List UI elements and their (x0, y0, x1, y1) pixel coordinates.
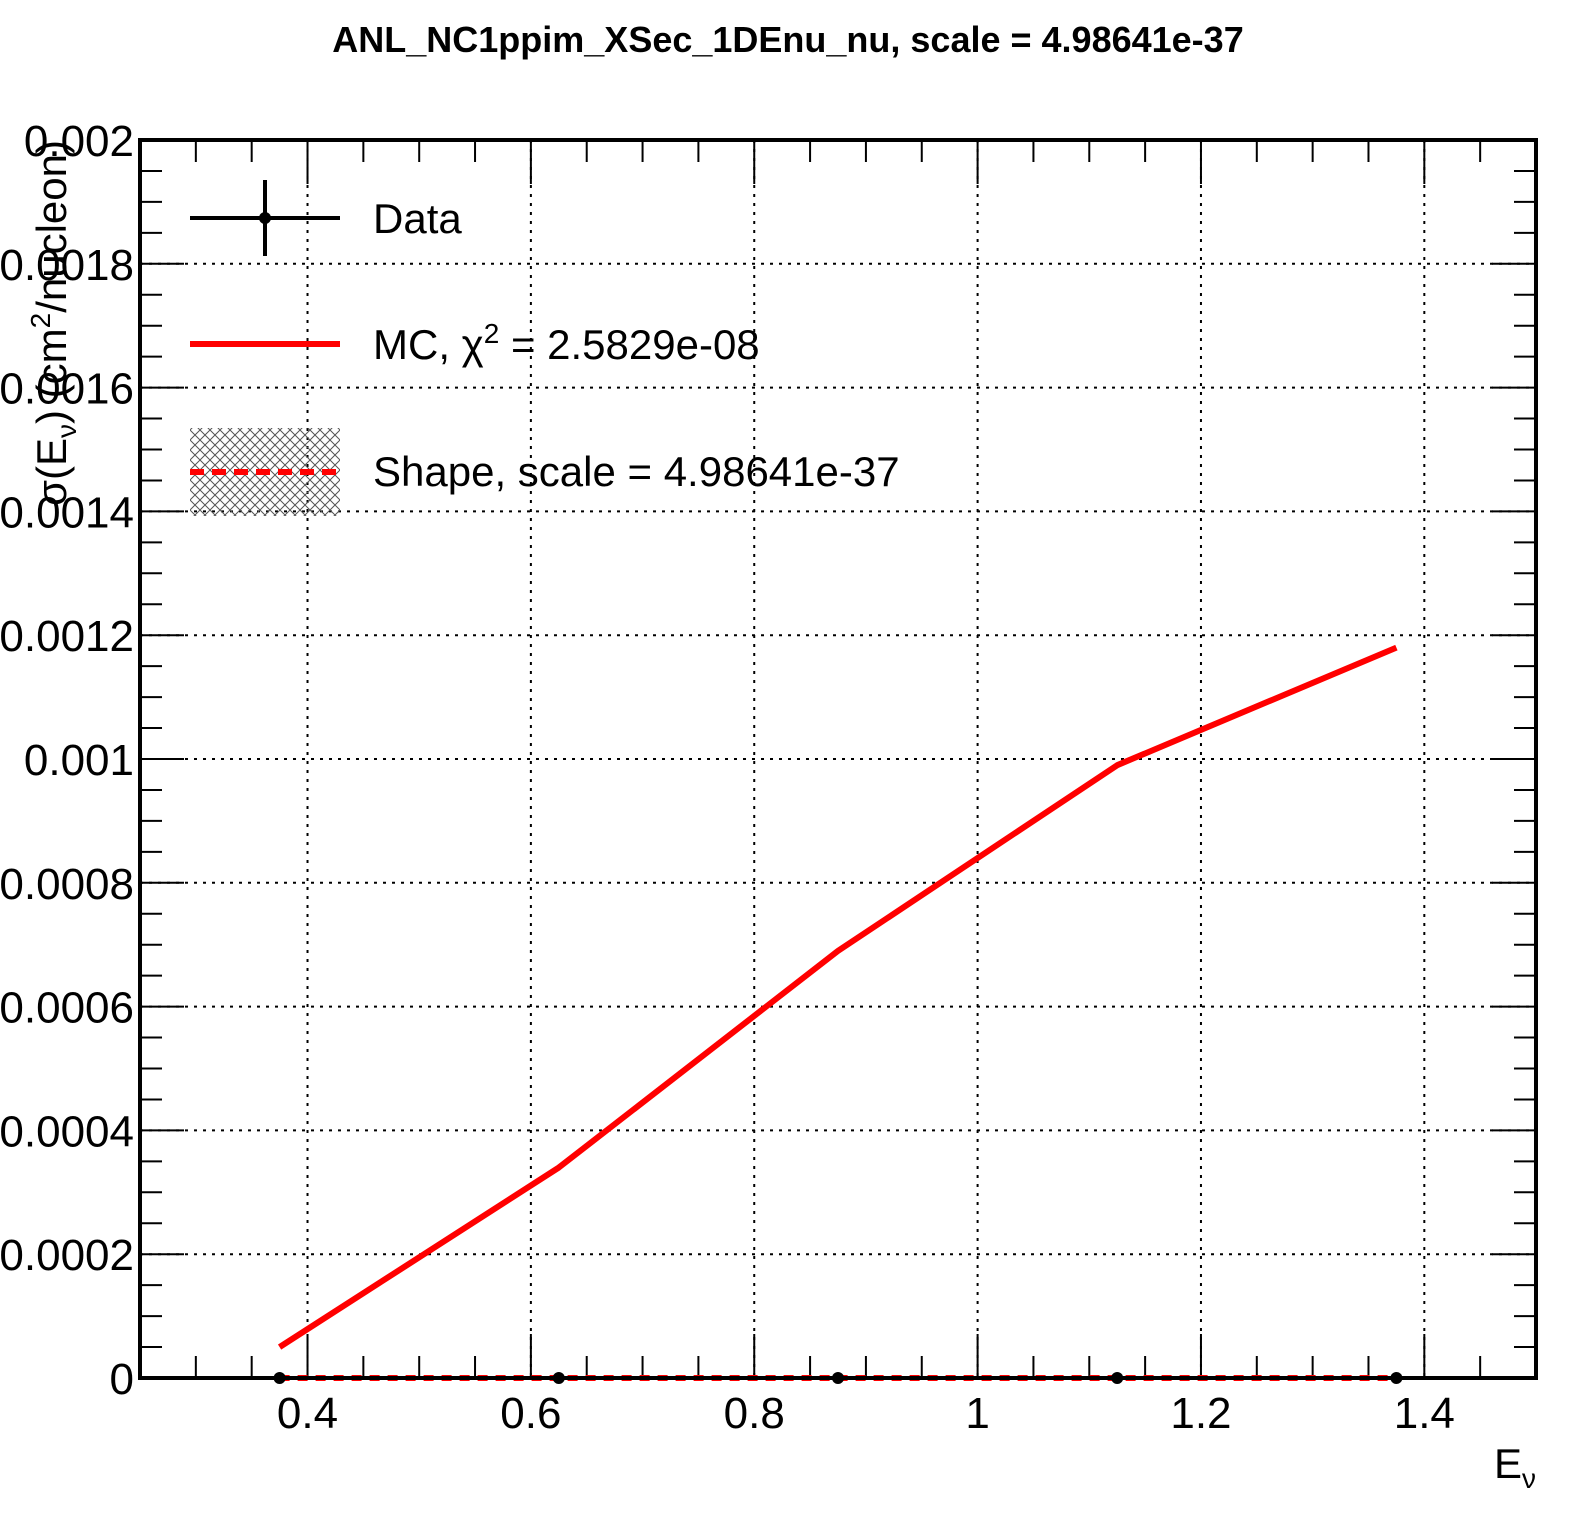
x-tick-label: 1.2 (1170, 1389, 1231, 1438)
x-axis-label: Eν (1494, 1440, 1536, 1494)
plot-frame (138, 138, 1538, 1380)
y-tick-labels: 0 0.0002 0.0004 0.0006 0.0008 0.001 0.0012 0.00… (0, 117, 134, 1404)
x-tick-label: 1.4 (1394, 1389, 1455, 1438)
y-tick-label: 0 (110, 1355, 134, 1404)
legend-shape-label: Shape, scale = 4.98641e-37 (373, 448, 900, 495)
x-tick-label: 0.4 (277, 1389, 338, 1438)
y-tick-label: 0.0004 (0, 1107, 134, 1156)
legend-entry-shape: Shape, scale = 4.98641e-37 (190, 428, 900, 516)
y-tick-label: 0.001 (24, 736, 134, 785)
x-tick-label: 0.8 (724, 1389, 785, 1438)
y-tick-label: 0.0012 (0, 612, 134, 661)
y-tick-label: 0.0008 (0, 860, 134, 909)
y-tick-label: 0.0006 (0, 984, 134, 1033)
y-axis-label: σ(Eν) (cm2/nucleon) (25, 140, 82, 506)
mc-line (277, 644, 1398, 1350)
legend-data-label: Data (373, 195, 462, 242)
x-tick-label: 1 (965, 1389, 989, 1438)
chart-title: ANL_NC1ppim_XSec_1DEnu_nu, scale = 4.986… (332, 19, 1243, 60)
axis-ticks (139, 139, 1537, 1379)
legend-entry-mc: MC, χ2 = 2.5829e-08 (190, 318, 760, 368)
x-tick-label: 0.6 (500, 1389, 561, 1438)
y-tick-label: 0.0016 (0, 365, 134, 414)
legend: Data MC, χ2 = 2.5829e-08 Shape, scale = … (190, 180, 900, 516)
series-layer (273, 644, 1403, 1384)
y-tick-label: 0.002 (24, 117, 134, 166)
y-tick-label: 0.0002 (0, 1231, 134, 1280)
legend-data-marker (259, 212, 271, 224)
y-tick-label: 0.0018 (0, 241, 134, 290)
grid (140, 139, 1536, 1378)
legend-entry-data: Data (190, 180, 462, 256)
legend-mc-label: MC, χ2 = 2.5829e-08 (373, 318, 760, 368)
x-tick-labels: 0.4 0.6 0.8 1 1.2 1.4 (277, 1389, 1455, 1438)
y-tick-label: 0.0014 (0, 488, 134, 537)
